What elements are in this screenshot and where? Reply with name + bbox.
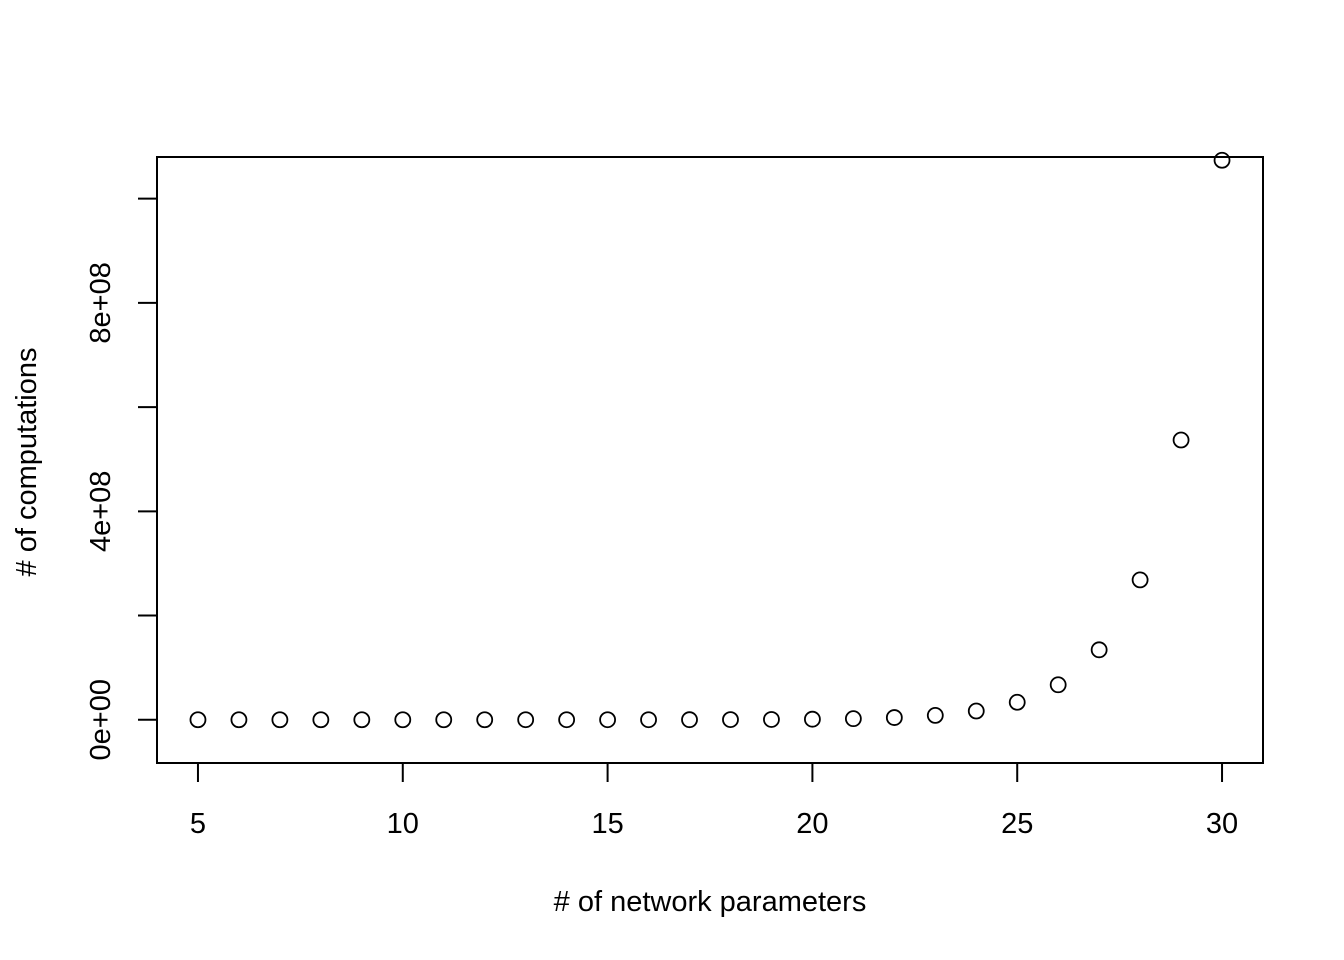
x-axis: 5 10 15 20 25 30: [190, 762, 1238, 840]
data-point: [722, 711, 739, 729]
data-point: [1213, 151, 1231, 169]
data-point: [435, 711, 453, 729]
y-tick-label: 0e+00: [85, 679, 117, 760]
data-point: [844, 710, 862, 728]
data-point: [476, 711, 494, 729]
data-point: [271, 711, 289, 729]
data-point: [967, 702, 985, 720]
y-tick-label: 8e+08: [85, 262, 117, 343]
data-point: [926, 706, 944, 724]
x-tick-label: 20: [796, 808, 828, 840]
data-point: [517, 711, 535, 729]
data-point: [1172, 431, 1190, 449]
x-tick-label: 15: [591, 808, 623, 840]
data-point: [885, 709, 903, 726]
x-tick-label: 10: [387, 808, 419, 840]
y-tick-label: 4e+08: [85, 471, 117, 552]
data-point: [681, 711, 698, 729]
data-point: [312, 711, 330, 729]
data-point: [353, 711, 371, 729]
data-point: [189, 711, 207, 729]
data-point: [804, 710, 821, 728]
y-axis: 0e+00 4e+08 8e+08: [85, 197, 158, 760]
y-axis-title: # of computations: [11, 348, 43, 577]
x-axis-title: # of network parameters: [554, 886, 867, 918]
data-points: [189, 151, 1231, 729]
data-point: [1090, 641, 1108, 659]
data-point: [558, 711, 576, 729]
data-point: [230, 711, 248, 729]
data-point: [763, 711, 780, 728]
data-point: [599, 711, 616, 729]
data-point: [1049, 676, 1067, 694]
x-tick-label: 5: [190, 808, 206, 840]
x-tick-label: 25: [1001, 808, 1033, 840]
data-point: [640, 711, 657, 729]
data-point: [394, 711, 412, 729]
x-tick-label: 30: [1206, 808, 1238, 840]
plot-frame: [156, 156, 1264, 764]
data-point: [1131, 571, 1149, 589]
data-point: [1008, 693, 1026, 711]
